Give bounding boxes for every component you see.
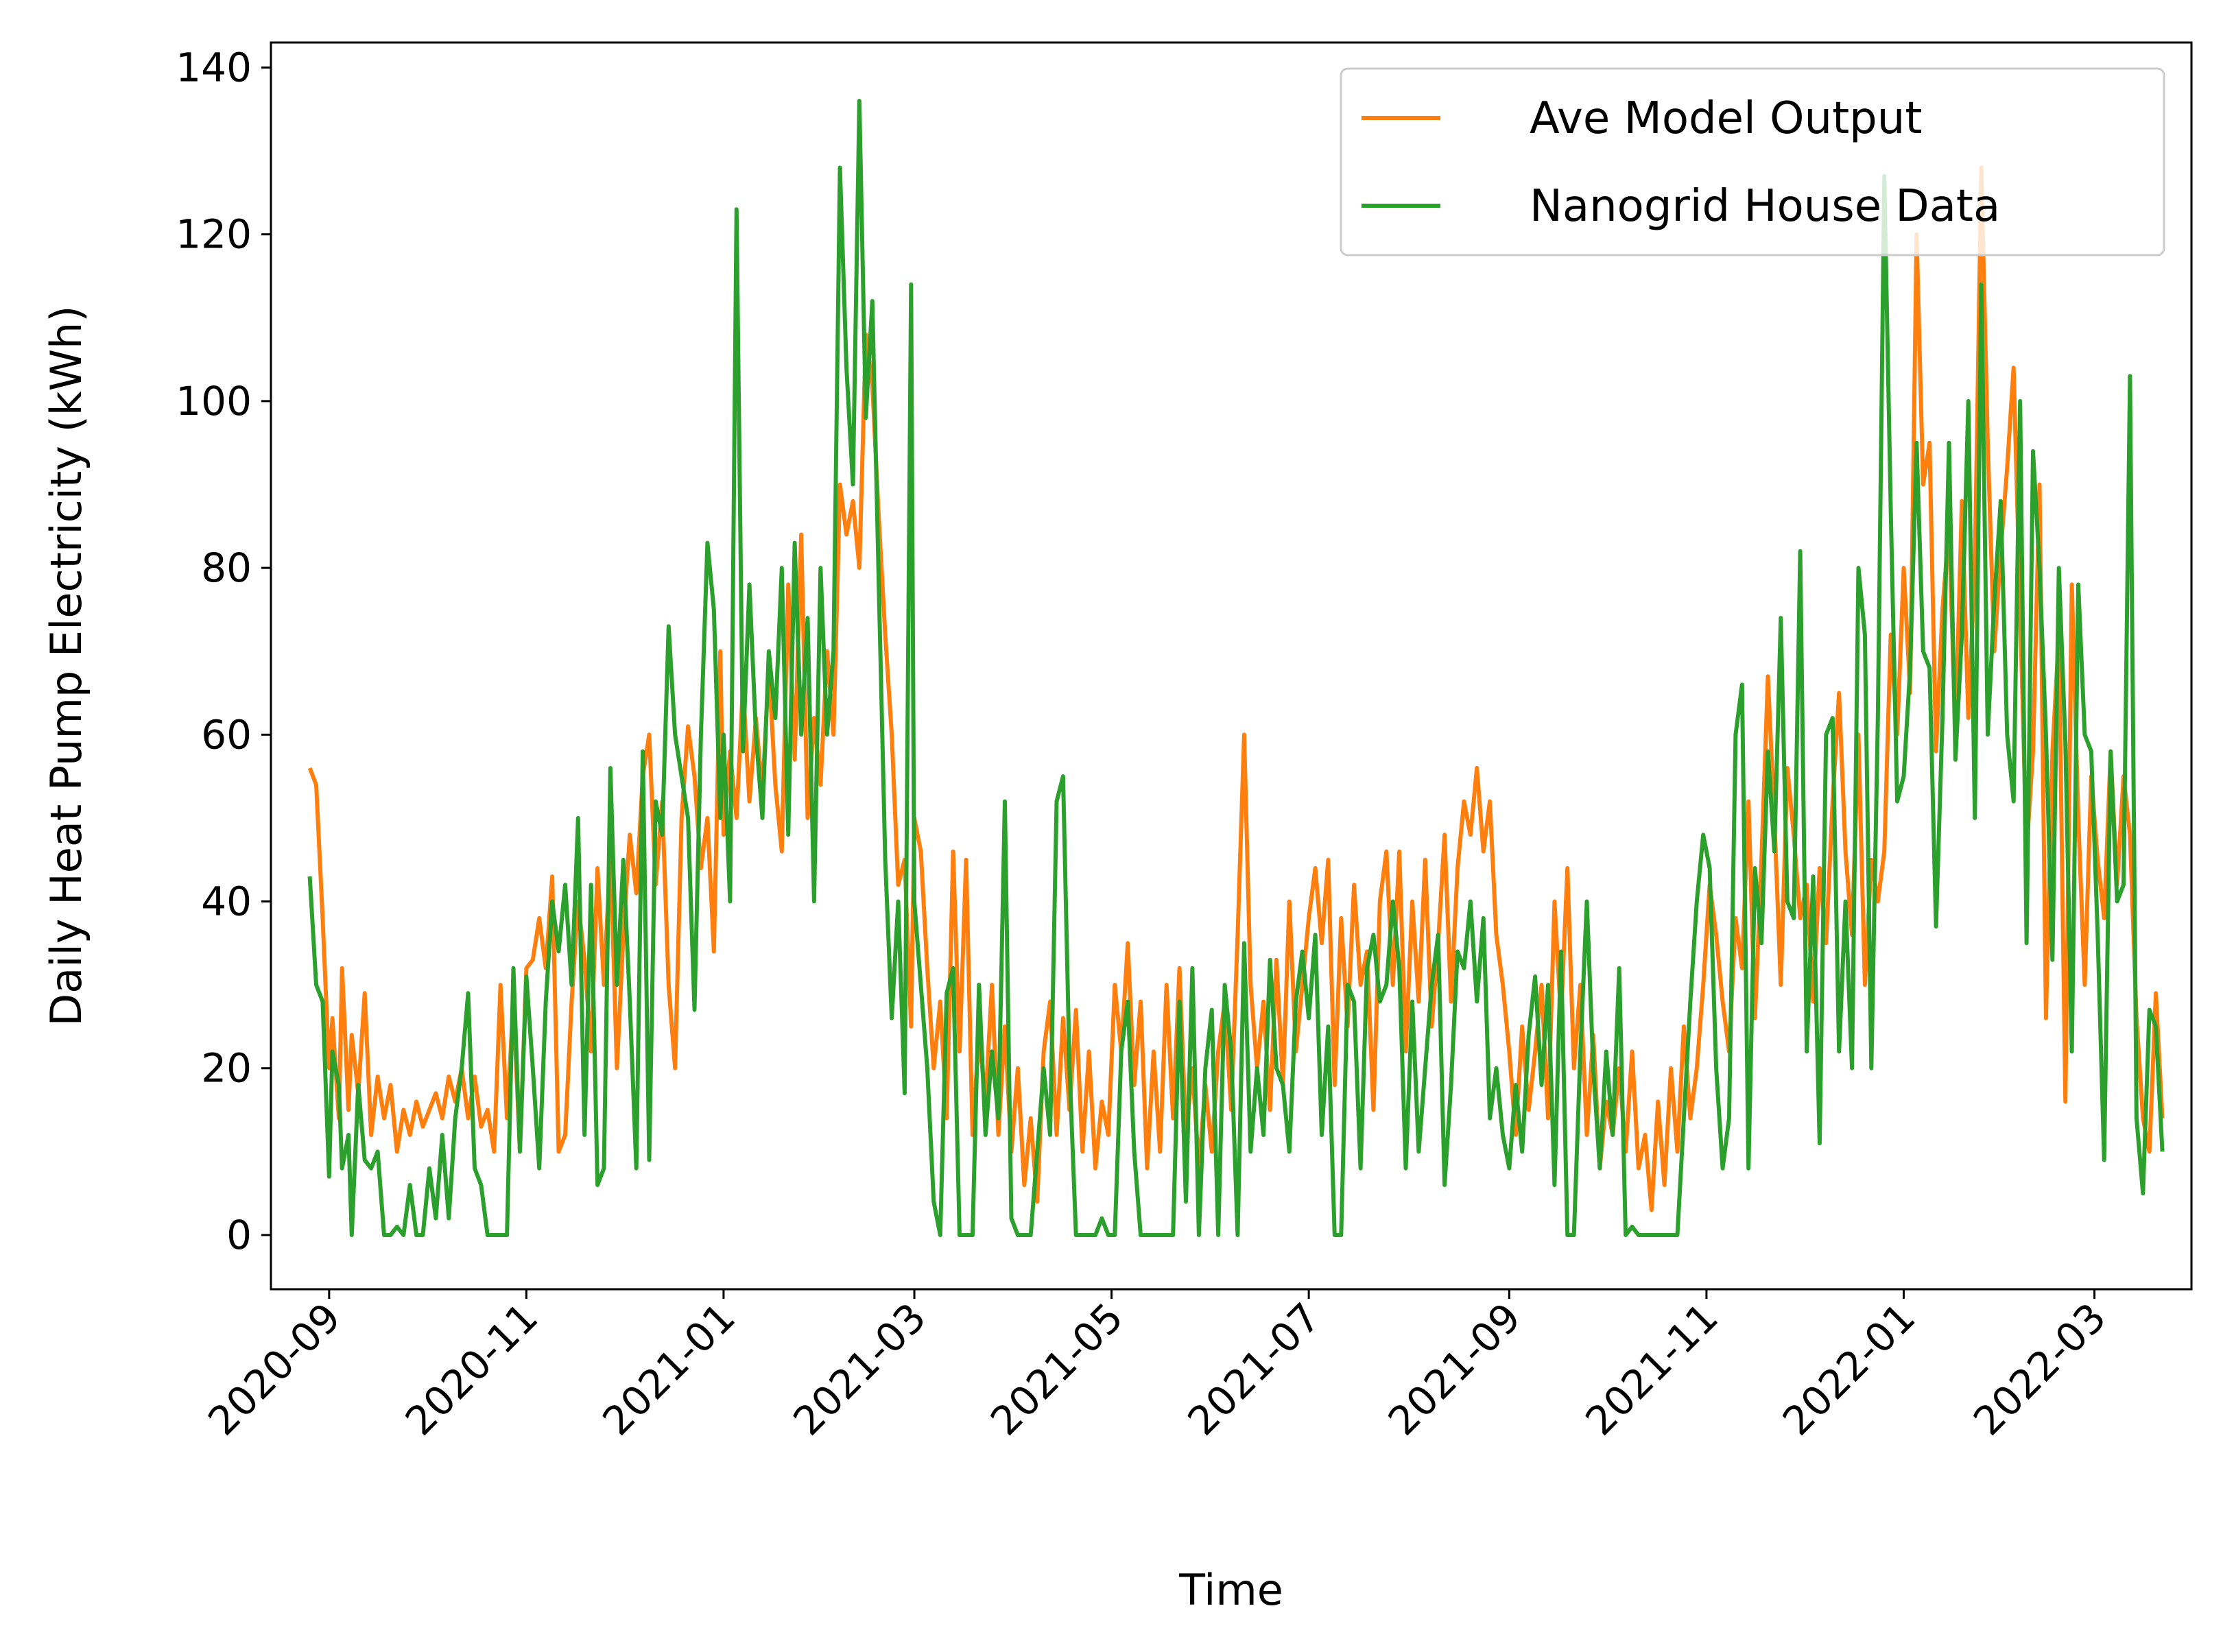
y-tick-label: 120 xyxy=(176,211,252,258)
y-tick-label: 140 xyxy=(176,44,252,91)
y-tick-label: 100 xyxy=(176,378,252,424)
series-line-model xyxy=(307,165,2165,1212)
series-line-house xyxy=(307,99,2165,1237)
x-axis-label: Time xyxy=(1178,1565,1283,1615)
axes-frame xyxy=(270,41,2193,1291)
y-tick-label: 80 xyxy=(201,544,252,591)
legend: Ave Model Output Nanogrid House Data xyxy=(1340,67,2165,256)
plot-lines xyxy=(307,99,2165,1237)
legend-label: Ave Model Output xyxy=(1530,93,1922,144)
y-axis: 0 20 40 60 80 100 120 140 xyxy=(176,44,271,1258)
y-tick-label: 20 xyxy=(201,1045,252,1092)
legend-box xyxy=(1340,67,2165,256)
y-axis-label: Daily Heat Pump Electricity (kWh) xyxy=(41,306,91,1027)
y-tick-label: 0 xyxy=(226,1212,252,1258)
legend-label: Nanogrid House Data xyxy=(1530,181,2000,232)
y-tick-label: 40 xyxy=(201,878,252,925)
y-tick-label: 60 xyxy=(201,711,252,758)
